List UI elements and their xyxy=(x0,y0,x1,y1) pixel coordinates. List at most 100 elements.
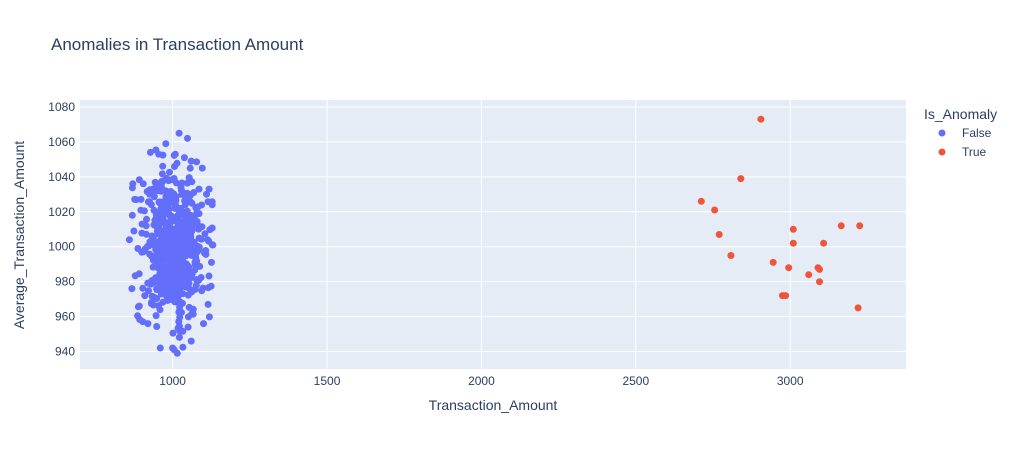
data-point-false xyxy=(169,344,177,352)
data-point-false xyxy=(166,288,174,296)
data-point-true xyxy=(816,278,823,286)
data-point-false xyxy=(138,248,146,256)
legend-label-false: False xyxy=(962,126,992,140)
data-point-false xyxy=(169,229,177,237)
data-point-false xyxy=(187,249,195,257)
data-point-false xyxy=(164,204,172,212)
data-point-true xyxy=(769,258,777,266)
data-point-false xyxy=(159,215,167,223)
data-point-false xyxy=(198,164,206,172)
data-point-false xyxy=(154,246,162,254)
data-point-false xyxy=(208,224,216,232)
data-point-false xyxy=(175,129,183,137)
data-point-false xyxy=(179,343,187,351)
data-point-false xyxy=(135,270,143,278)
data-points xyxy=(125,115,864,357)
data-point-false xyxy=(165,177,173,185)
data-point-false xyxy=(184,291,192,299)
data-point-false xyxy=(139,180,147,188)
data-point-false xyxy=(180,232,188,240)
data-point-true xyxy=(854,304,862,312)
data-point-false xyxy=(169,329,177,337)
data-point-false xyxy=(155,150,163,158)
data-point-true xyxy=(782,292,790,300)
data-point-false xyxy=(139,284,147,292)
data-point-false xyxy=(184,266,192,274)
data-point-false xyxy=(193,158,201,166)
x-tick-label: 1000 xyxy=(159,374,186,388)
data-point-false xyxy=(135,302,143,310)
data-point-false xyxy=(155,227,163,234)
data-point-false xyxy=(166,168,173,176)
data-point-false xyxy=(175,308,183,316)
data-point-false xyxy=(187,337,195,345)
data-point-true xyxy=(789,239,797,247)
data-point-false xyxy=(170,151,178,159)
data-point-true xyxy=(820,239,828,247)
x-tick-label: 2500 xyxy=(622,374,649,388)
data-point-false xyxy=(176,303,184,311)
data-point-false xyxy=(170,244,178,252)
data-point-true xyxy=(757,115,765,123)
data-point-false xyxy=(204,300,212,308)
data-point-false xyxy=(195,185,203,193)
data-point-false xyxy=(171,204,179,212)
y-tick-label: 1000 xyxy=(48,240,75,254)
data-point-false xyxy=(201,249,209,257)
legend-item-true[interactable]: True xyxy=(938,145,987,159)
data-point-false xyxy=(153,323,161,330)
data-point-false xyxy=(175,218,183,226)
data-point-true xyxy=(715,231,723,238)
data-point-false xyxy=(168,192,176,200)
data-point-false xyxy=(195,246,203,254)
data-point-false xyxy=(200,320,207,328)
data-point-true xyxy=(727,252,735,259)
data-point-false xyxy=(152,312,160,320)
data-point-false xyxy=(184,323,192,331)
y-tick-label: 1080 xyxy=(48,100,75,114)
data-point-false xyxy=(175,333,183,341)
data-point-false xyxy=(176,298,184,306)
x-tick-label: 1500 xyxy=(314,374,341,388)
data-point-false xyxy=(169,256,177,264)
data-point-false xyxy=(170,297,178,305)
legend-title: Is_Anomaly xyxy=(924,106,997,122)
data-point-false xyxy=(176,327,184,335)
legend[interactable]: Is_Anomaly False True xyxy=(924,106,997,159)
data-point-true xyxy=(697,197,705,205)
data-point-false xyxy=(199,284,207,292)
data-point-false xyxy=(184,134,191,142)
data-point-false xyxy=(159,238,167,246)
data-point-false xyxy=(148,252,155,260)
data-point-false xyxy=(146,238,154,246)
data-point-false xyxy=(164,265,172,273)
data-point-false xyxy=(164,296,172,304)
tick-labels: 1000 1500 2000 2500 3000 940 960 980 1000 1020 104… xyxy=(48,100,804,388)
data-point-false xyxy=(151,178,159,186)
legend-item-false[interactable]: False xyxy=(938,126,992,140)
data-point-false xyxy=(205,185,213,193)
chart-title: Anomalies in Transaction Amount xyxy=(51,35,304,54)
data-point-false xyxy=(190,189,198,196)
data-point-false xyxy=(129,180,137,188)
data-point-false xyxy=(186,164,194,172)
data-point-false xyxy=(188,271,196,279)
data-point-false xyxy=(190,286,198,294)
data-point-true xyxy=(711,206,719,214)
data-point-false xyxy=(149,263,157,271)
data-point-true xyxy=(816,265,823,273)
data-point-false xyxy=(162,197,170,205)
data-point-false xyxy=(140,207,148,215)
data-point-false xyxy=(170,175,178,182)
series-false xyxy=(125,129,217,357)
data-point-false xyxy=(187,157,195,165)
data-point-false xyxy=(128,211,136,219)
data-point-true xyxy=(785,264,793,272)
legend-marker-true xyxy=(938,148,946,156)
data-point-false xyxy=(158,177,166,185)
data-point-false xyxy=(130,227,138,235)
y-tick-label: 1060 xyxy=(48,135,75,149)
data-point-false xyxy=(179,290,187,298)
